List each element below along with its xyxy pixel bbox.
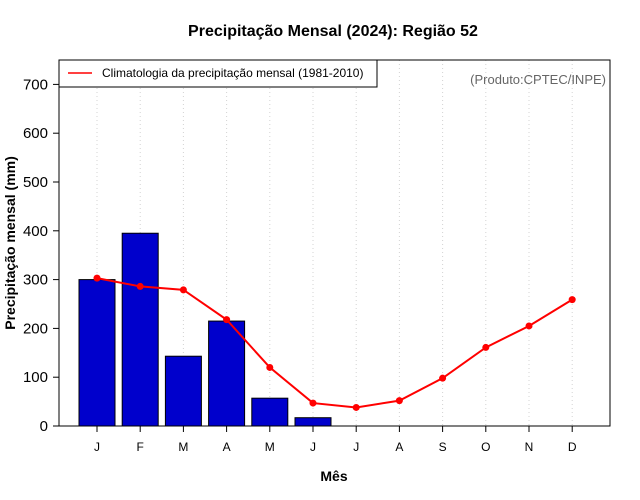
climatology-point-4 (223, 316, 231, 324)
x-tick-label: O (481, 440, 490, 454)
x-tick-label: A (223, 440, 231, 454)
climatology-line (96, 277, 573, 409)
bar-month-5 (251, 397, 289, 427)
legend-box (58, 59, 378, 88)
x-axis-label: Mês (320, 468, 347, 484)
y-tick-label: 700 (23, 76, 48, 93)
climatology-point-1 (93, 274, 101, 282)
x-tick-label: D (568, 440, 577, 454)
bar-month-6 (294, 417, 332, 427)
climatology-point-10 (482, 343, 490, 351)
legend: Climatologia da precipitação mensal (198… (58, 59, 378, 88)
y-tick-label: 500 (23, 174, 48, 191)
bar-month-4 (208, 320, 246, 427)
chart-title: Precipitação Mensal (2024): Região 52 (188, 23, 478, 40)
bar-month-2 (121, 232, 159, 427)
x-tick-label: N (525, 440, 534, 454)
y-tick-label: 200 (23, 320, 48, 337)
climatology-point-2 (136, 282, 144, 290)
climatology-point-7 (352, 403, 360, 411)
y-tick-label: 0 (40, 418, 48, 435)
x-tick-label: J (353, 440, 359, 454)
x-tick-label: M (265, 440, 275, 454)
climatology-point-3 (179, 286, 187, 294)
climatology-point-5 (266, 363, 274, 371)
y-axis: 0 100 200 300 400 500 600 700 (23, 76, 59, 435)
y-tick-label: 400 (23, 223, 48, 240)
x-tick-label: J (310, 440, 316, 454)
climatology-point-8 (395, 397, 403, 405)
climatology-point-6 (309, 399, 317, 407)
bar-month-1 (78, 279, 116, 427)
x-tick-label: J (94, 440, 100, 454)
x-tick-label: F (137, 440, 144, 454)
climatology-point-9 (439, 374, 447, 382)
x-tick-label: M (178, 440, 188, 454)
x-tick-label: S (439, 440, 447, 454)
climatology-point-12 (568, 296, 576, 304)
legend-label-climatology: Climatologia da precipitação mensal (198… (102, 66, 363, 80)
y-tick-label: 600 (23, 125, 48, 142)
climatology-point-11 (525, 322, 533, 330)
bar-month-3 (164, 355, 202, 427)
y-tick-label: 300 (23, 272, 48, 289)
climatology-line-group (93, 274, 576, 411)
y-tick-label: 100 (23, 369, 48, 386)
x-tick-label: A (395, 440, 403, 454)
y-axis-label: Precipitação mensal (mm) (2, 156, 18, 330)
credit-label: (Produto:CPTEC/INPE) (470, 72, 606, 87)
bars-group (78, 232, 332, 427)
